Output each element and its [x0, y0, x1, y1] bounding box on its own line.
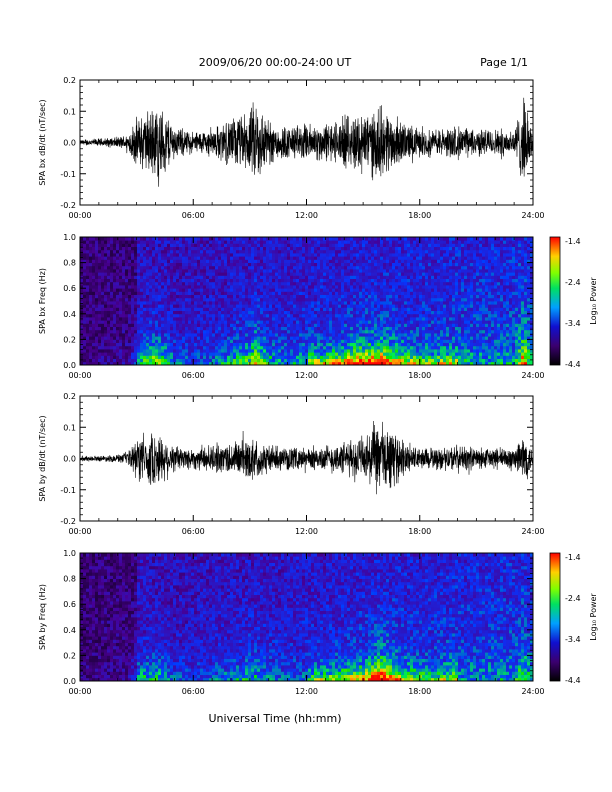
x-axis-title: Universal Time (hh:mm)	[209, 712, 342, 725]
colorbar-by-label: Log₁₀ Power	[589, 593, 598, 641]
y-axis-label-bx-heatmap: SPA bx Freq (Hz)	[38, 268, 47, 334]
x-tick-label-by-heatmap: 24:00	[521, 687, 544, 696]
y-tick-label-by-line: -0.2	[60, 517, 76, 526]
colorbar-by-tick-2: -2.4	[565, 594, 581, 603]
y-tick-label-by-heatmap: 0.4	[63, 626, 76, 635]
panel-by-spectrogram: 00:00 06:00 12:00 18:00 24:00 1.0 0.8 0.6 0.4 0.2…	[38, 549, 545, 696]
x-tick-label-bx-line: 00:00	[68, 211, 91, 220]
colorbar-by-tick-min: -4.4	[565, 676, 581, 685]
x-tick-label-by-heatmap: 06:00	[182, 687, 205, 696]
y-tick-label-bx-heatmap: 1.0	[63, 233, 76, 242]
y-tick-label-by-line: -0.1	[60, 486, 76, 495]
y-axis-label-by-heatmap: SPA by Freq (Hz)	[38, 584, 47, 650]
colorbar-bx-label: Log₁₀ Power	[589, 277, 598, 325]
x-tick-label-by-heatmap: 12:00	[295, 687, 318, 696]
y-axis-label-bx-line: SPA bx dB/dt (nT/sec)	[38, 99, 47, 185]
colorbar-bx: -1.4 -2.4 -3.4 -4.4 Log₁₀ Power	[549, 236, 598, 369]
x-tick-label-bx-heatmap: 24:00	[521, 371, 544, 380]
y-tick-label-by-heatmap: 0.8	[63, 575, 76, 584]
x-tick-label-by-line: 00:00	[68, 527, 91, 536]
y-tick-label-bx-line: 0.1	[63, 107, 76, 116]
colorbar-by-tick-max: -1.4	[565, 553, 581, 562]
panel-by-waveform: 00:00 06:00 12:00 18:00 24:00 0.2 0.1 0.0 -0.1 -0…	[38, 392, 545, 536]
x-tick-label-bx-line: 12:00	[295, 211, 318, 220]
panel-bx-waveform: 00:00 06:00 12:00 18:00 24:00 0.2 0.1 0.0 -0.1 -0…	[38, 76, 545, 220]
y-tick-label-by-heatmap: 0.0	[63, 677, 76, 686]
page-number: Page 1/1	[480, 56, 528, 69]
colorbar-by-tick-3: -3.4	[565, 635, 581, 644]
colorbar-by: -1.4 -2.4 -3.4 -4.4 Log₁₀ Power	[549, 552, 598, 685]
spectrogram-bx-image	[80, 237, 534, 366]
waveform-by-trace	[79, 420, 534, 495]
x-tick-label-by-heatmap: 18:00	[408, 687, 431, 696]
colorbar-bx-gradient	[549, 236, 561, 366]
y-tick-label-bx-heatmap: 0.6	[63, 284, 76, 293]
x-tick-label-bx-line: 06:00	[182, 211, 205, 220]
page-title: 2009/06/20 00:00-24:00 UT	[199, 56, 352, 69]
colorbar-bx-tick-max: -1.4	[565, 237, 581, 246]
x-tick-label-bx-heatmap: 00:00	[68, 371, 91, 380]
y-tick-label-by-line: 0.1	[63, 423, 76, 432]
x-tick-label-bx-line: 24:00	[521, 211, 544, 220]
colorbar-bx-tick-3: -3.4	[565, 319, 581, 328]
y-tick-label-bx-heatmap: 0.0	[63, 361, 76, 370]
x-tick-label-by-heatmap: 00:00	[68, 687, 91, 696]
x-tick-label-bx-line: 18:00	[408, 211, 431, 220]
y-tick-label-by-heatmap: 1.0	[63, 549, 76, 558]
x-tick-label-by-line: 18:00	[408, 527, 431, 536]
colorbar-by-gradient	[549, 552, 561, 682]
x-tick-label-bx-heatmap: 06:00	[182, 371, 205, 380]
x-tick-label-by-line: 06:00	[182, 527, 205, 536]
panel-bx-spectrogram: 00:00 06:00 12:00 18:00 24:00 1.0 0.8 0.6 0.4 0.2…	[38, 233, 545, 380]
y-tick-label-by-line: 0.0	[63, 455, 76, 464]
x-tick-label-bx-heatmap: 18:00	[408, 371, 431, 380]
colorbar-bx-tick-2: -2.4	[565, 278, 581, 287]
colorbar-bx-tick-min: -4.4	[565, 360, 581, 369]
y-tick-label-bx-heatmap: 0.8	[63, 259, 76, 268]
x-tick-label-bx-heatmap: 12:00	[295, 371, 318, 380]
y-tick-label-bx-line: -0.1	[60, 170, 76, 179]
x-tick-label-by-line: 24:00	[521, 527, 544, 536]
y-tick-label-by-line: 0.2	[63, 392, 76, 401]
y-tick-label-by-heatmap: 0.6	[63, 600, 76, 609]
spectrogram-by-image	[80, 553, 534, 682]
y-tick-label-bx-line: -0.2	[60, 201, 76, 210]
x-tick-label-by-line: 12:00	[295, 527, 318, 536]
y-tick-label-bx-heatmap: 0.2	[63, 335, 76, 344]
y-tick-label-by-heatmap: 0.2	[63, 651, 76, 660]
y-tick-label-bx-line: 0.0	[63, 139, 76, 148]
waveform-bx-trace	[79, 97, 534, 187]
y-tick-label-bx-heatmap: 0.4	[63, 310, 76, 319]
y-axis-label-by-line: SPA by dB/dt (nT/sec)	[38, 415, 47, 501]
y-tick-label-bx-line: 0.2	[63, 76, 76, 85]
